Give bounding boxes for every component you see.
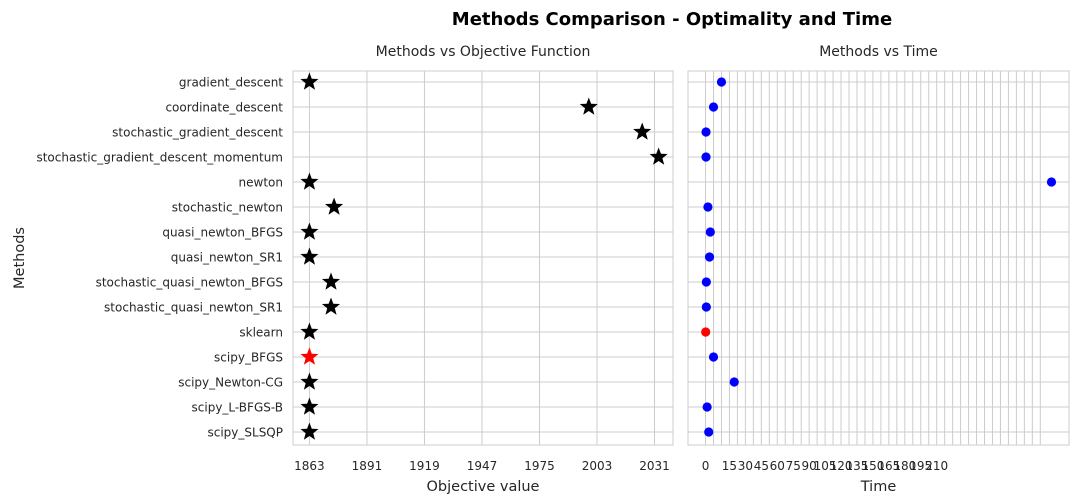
y-tick-label: stochastic_newton [172,201,283,215]
right-x-tick-label: 90 [802,459,817,473]
star-marker-stochastic_quasi_newton_SR1 [321,297,341,315]
left-plot-frame [292,70,674,446]
time-point-gradient_descent [716,77,727,87]
y-tick-label: gradient_descent [179,76,283,90]
right-x-tick-label: 120 [830,459,853,473]
y-tick-label: stochastic_quasi_newton_SR1 [104,301,283,315]
right-x-tick-label: 60 [770,459,785,473]
right-x-tick-label: 30 [738,459,753,473]
time-point-quasi_newton_SR1 [704,252,715,262]
star-marker-scipy_Newton-CG [300,372,319,390]
y-tick-label: coordinate_descent [165,101,283,115]
time-point-sklearn [701,327,711,337]
y-tick-label: stochastic_quasi_newton_BFGS [96,276,283,290]
time-point-scipy_Newton-CG [729,377,739,387]
star-marker-coordinate_descent [579,97,598,115]
right-x-axis-label: Time [860,479,897,495]
right-x-tick-label: 45 [754,459,769,473]
time-point-stochastic_quasi_newton_SR1 [701,302,711,312]
y-tick-label: quasi_newton_SR1 [171,251,283,265]
time-point-stochastic_gradient_descent [701,127,711,137]
left-x-tick-label: 2003 [582,459,613,473]
right-x-tick-label: 135 [846,459,869,473]
left-x-tick-label: 1891 [352,459,383,473]
right-x-tick-label: 75 [786,459,801,473]
star-marker-quasi_newton_SR1 [300,247,319,265]
star-marker-stochastic_gradient_descent_momentum [649,147,668,165]
star-marker-sklearn [300,322,319,340]
time-point-scipy_SLSQP [704,427,714,437]
left-x-axis-label: Objective value [427,479,540,495]
star-marker-scipy_L-BFGS-B [300,397,319,415]
star-marker-stochastic_quasi_newton_BFGS [321,272,341,290]
y-tick-label: stochastic_gradient_descent [112,126,283,140]
star-marker-stochastic_gradient_descent [633,122,652,140]
y-tick-label: stochastic_gradient_descent_momentum [36,151,283,165]
star-marker-scipy_BFGS [300,347,319,365]
y-tick-label: sklearn [239,326,283,340]
y-tick-label: quasi_newton_BFGS [162,226,283,240]
y-axis-label: Methods [12,227,28,289]
time-point-coordinate_descent [708,102,719,112]
time-point-quasi_newton_BFGS [705,227,715,237]
star-marker-gradient_descent [300,72,319,90]
y-tick-label: newton [239,176,283,190]
y-tick-label: scipy_L-BFGS-B [192,401,283,415]
left-x-tick-label: 1919 [409,459,440,473]
right-plot-frame [687,70,1070,446]
y-tick-label: scipy_BFGS [214,351,283,365]
time-point-stochastic_gradient_descent_momentum [701,152,711,162]
right-x-tick-label: 105 [814,459,837,473]
left-subplot-title: Methods vs Objective Function [376,44,591,60]
star-marker-scipy_SLSQP [300,422,319,440]
time-point-scipy_L-BFGS-B [702,402,712,412]
y-tick-label: scipy_SLSQP [207,426,283,440]
right-x-tick-label: 195 [909,459,932,473]
star-marker-stochastic_newton [325,197,344,215]
y-tick-label: scipy_Newton-CG [178,376,283,390]
time-point-newton [1046,177,1057,187]
right-x-tick-label: 150 [861,459,884,473]
left-x-tick-label: 1863 [294,459,325,473]
time-point-stochastic_quasi_newton_BFGS [701,277,711,287]
right-x-tick-label: 180 [893,459,916,473]
star-marker-quasi_newton_BFGS [300,222,319,240]
left-x-tick-label: 1975 [524,459,555,473]
left-x-tick-label: 1947 [467,459,498,473]
right-x-tick-label: 15 [722,459,737,473]
figure-title: Methods Comparison - Optimality and Time [452,9,892,30]
left-x-tick-label: 2031 [639,459,670,473]
right-x-tick-label: 0 [702,459,710,473]
right-x-tick-label: 210 [925,459,948,473]
star-marker-newton [300,172,319,190]
right-x-tick-label: 165 [877,459,900,473]
right-subplot-title: Methods vs Time [819,44,938,60]
time-point-stochastic_newton [703,202,713,212]
time-point-scipy_BFGS [708,352,719,362]
